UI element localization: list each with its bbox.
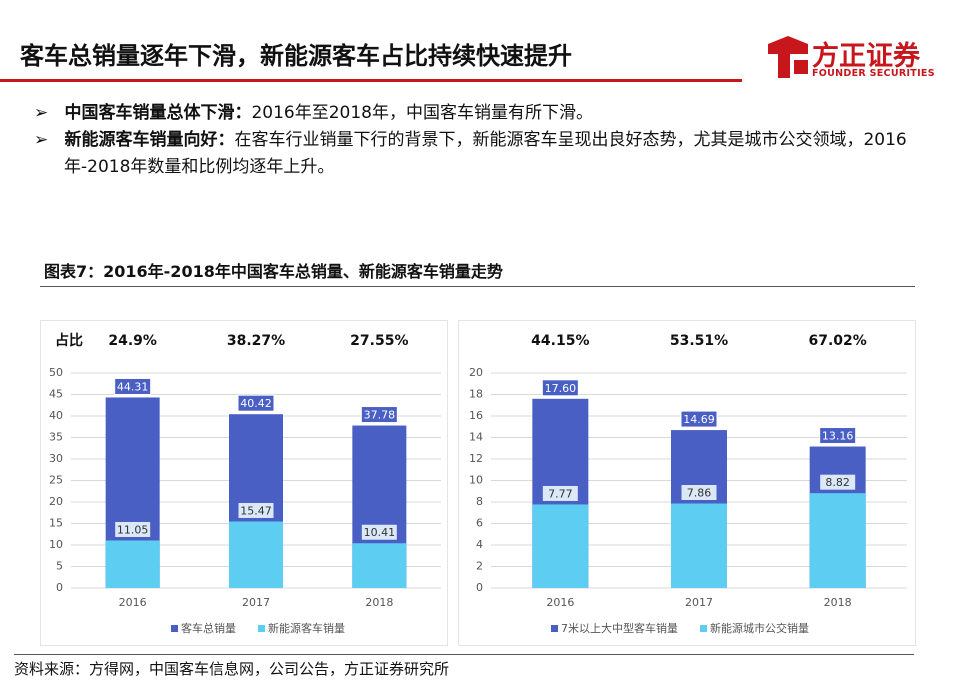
data-label: 17.60: [545, 382, 577, 395]
y-tick-label: 50: [49, 366, 63, 379]
label-box: [541, 484, 579, 502]
bar: [352, 543, 407, 588]
data-label: 44.31: [117, 380, 148, 393]
figure-title: 图表7：2016年-2018年中国客车总销量、新能源客车销量走势: [44, 262, 503, 281]
data-label: 14.69: [683, 413, 715, 426]
logo-text: 方正证券: [812, 41, 920, 72]
y-tick-label: 4: [476, 538, 483, 551]
y-tick-label: 40: [49, 409, 63, 422]
y-tick-label: 25: [49, 474, 63, 487]
bar: [671, 503, 727, 588]
legend-label: 新能源城市公交销量: [710, 621, 809, 635]
bullet-head: 新能源客车销量向好：: [64, 130, 235, 150]
bullet: ➢ 新能源客车销量向好：在客车行业销量下行的背景下，新能源客车呈现出良好态势，尤…: [34, 130, 907, 177]
bullet-text: 在客车行业销量下行的背景下，新能源客车呈现出良好态势，尤其是城市公交领域，201…: [64, 130, 907, 177]
y-tick-label: 45: [49, 388, 63, 401]
y-tick-label: 20: [49, 495, 63, 508]
legend-swatch: [551, 625, 558, 632]
bullet-head: 中国客车销量总体下滑：: [64, 103, 252, 123]
x-tick-label: 2017: [685, 596, 713, 609]
label-box: [819, 427, 857, 445]
y-tick-label: 5: [56, 560, 63, 573]
y-tick-label: 14: [469, 431, 483, 444]
data-label: 37.78: [364, 409, 396, 422]
ratio-annotation: 44.15%: [531, 333, 589, 349]
legend-swatch: [258, 625, 265, 632]
label-box: [819, 473, 857, 491]
y-tick-label: 10: [469, 474, 483, 487]
bar: [809, 493, 866, 588]
ratio-annotation: 67.02%: [809, 333, 867, 349]
legend-label: 7米以上大中型客车销量: [561, 621, 678, 635]
label-box: [680, 484, 718, 502]
data-label: 15.47: [240, 504, 272, 517]
legend-swatch: [700, 625, 707, 632]
label-box: [680, 410, 718, 428]
label-box: [237, 394, 275, 412]
y-tick-label: 2: [476, 560, 483, 573]
data-label: 10.41: [364, 526, 396, 539]
y-tick-label: 16: [469, 409, 483, 422]
ratio-label: 占比: [55, 332, 83, 349]
figure-rule: [40, 286, 915, 287]
y-tick-label: 15: [49, 517, 63, 530]
bullet: ➢ 中国客车销量总体下滑：2016年至2018年，中国客车销量有所下滑。: [34, 103, 593, 123]
logo-icon: [768, 36, 808, 78]
label-box: [114, 520, 152, 538]
y-tick-label: 30: [49, 452, 63, 465]
x-tick-label: 2018: [824, 596, 852, 609]
y-tick-label: 18: [469, 388, 483, 401]
data-label: 7.86: [687, 487, 712, 500]
data-label: 7.77: [548, 487, 573, 500]
slide-title: 客车总销量逐年下滑，新能源客车占比持续快速提升: [20, 42, 572, 70]
y-tick-label: 8: [476, 495, 483, 508]
y-tick-label: 0: [476, 581, 483, 594]
y-tick-label: 10: [49, 538, 63, 551]
footer-rule: [14, 654, 914, 655]
source: 资料来源：方得网，中国客车信息网，公司公告，方正证券研究所: [14, 660, 450, 678]
x-tick-label: 2018: [365, 596, 393, 609]
label-box: [360, 406, 398, 424]
ratio-annotation: 27.55%: [350, 333, 408, 349]
legend-label: 新能源客车销量: [268, 621, 345, 635]
y-tick-label: 20: [469, 366, 483, 379]
ratio-annotation: 38.27%: [227, 333, 285, 349]
bar: [532, 504, 589, 588]
y-tick-label: 12: [469, 452, 483, 465]
x-tick-label: 2016: [546, 596, 574, 609]
bullet-text: 2016年至2018年，中国客车销量有所下滑。: [251, 103, 593, 123]
label-box: [541, 379, 579, 397]
legend-label: 客车总销量: [181, 621, 236, 635]
y-tick-label: 0: [56, 581, 63, 594]
y-tick-label: 35: [49, 431, 63, 444]
label-box: [114, 377, 152, 395]
label-box: [360, 523, 398, 541]
data-label: 11.05: [117, 523, 148, 536]
chart: 0 5 10 15 20 25 30 35 40 45 50 占比 2016 24.9% 2017 38.27…: [40, 320, 448, 646]
x-tick-label: 2016: [119, 596, 147, 609]
bar: [105, 540, 160, 588]
data-label: 13.16: [822, 430, 854, 443]
chart: 0 2 4 6 8 10 12 14 16 18 20 2016 44.15% 2017 53.51% 201…: [458, 320, 916, 646]
legend-swatch: [171, 625, 178, 632]
x-tick-label: 2017: [242, 596, 270, 609]
logo-subtext: FOUNDER SECURITIES: [812, 68, 935, 79]
bar: [229, 521, 283, 588]
ratio-annotation: 53.51%: [670, 333, 728, 349]
data-label: 40.42: [240, 397, 272, 410]
y-tick-label: 6: [476, 517, 483, 530]
title-rule: [0, 79, 742, 82]
label-box: [237, 501, 275, 519]
data-label: 8.82: [825, 476, 850, 489]
ratio-annotation: 24.9%: [108, 333, 157, 349]
